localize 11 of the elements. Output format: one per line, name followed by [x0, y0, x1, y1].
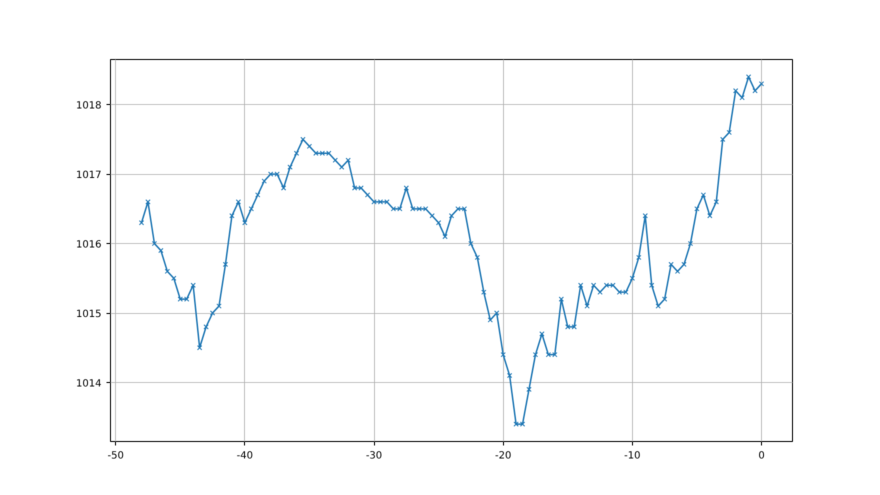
x-tick-label: -40: [236, 450, 254, 462]
y-tick-label: 1014: [76, 378, 102, 390]
x-tick-label: -30: [366, 450, 382, 462]
y-tick-label: 1016: [76, 240, 102, 251]
x-tick-label: -10: [624, 450, 641, 462]
x-tick-label: -50: [108, 450, 124, 462]
x-tick-label: -20: [495, 450, 512, 462]
x-tick-label: 0: [758, 450, 765, 462]
y-tick-label: 1017: [76, 170, 102, 182]
y-tick-label: 1015: [76, 309, 102, 320]
y-tick-label: 1018: [76, 100, 102, 112]
